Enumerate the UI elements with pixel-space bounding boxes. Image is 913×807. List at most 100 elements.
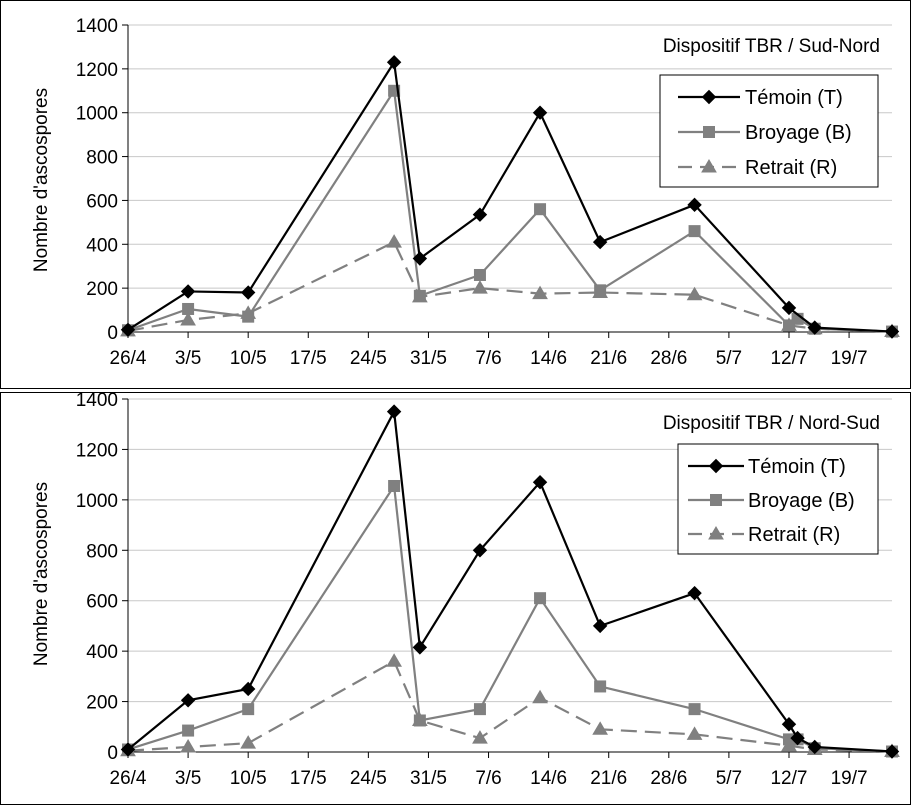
- data-point: [240, 735, 257, 749]
- series-0: [120, 404, 900, 759]
- data-point: [388, 84, 401, 97]
- y-tick-label: 1000: [76, 104, 118, 125]
- x-tick-label: 28/6: [650, 348, 687, 369]
- data-point: [388, 479, 401, 492]
- data-point: [592, 234, 608, 250]
- data-point: [782, 319, 795, 332]
- x-tick-label: 26/4: [110, 348, 147, 369]
- legend-item: Broyage (B): [688, 490, 855, 512]
- data-point: [412, 640, 428, 655]
- data-point: [182, 302, 195, 315]
- x-axis: 26/4 3/5 10/5 17/5 24/5 31/5 7/6 14/6 21/6 28/6 5/…: [110, 751, 892, 789]
- legend-item: Témoin (T): [678, 87, 843, 109]
- legend-marker: [701, 159, 717, 173]
- data-point: [884, 324, 900, 339]
- x-tick-label: 31/5: [410, 348, 447, 369]
- data-point: [688, 703, 701, 716]
- chart-frame: [0, 0, 911, 389]
- y-tick-label: 1200: [76, 60, 118, 81]
- series-line: [127, 59, 893, 333]
- data-point: [120, 742, 136, 757]
- legend-label: Broyage (B): [748, 490, 855, 512]
- y-tick-label: 1000: [76, 491, 118, 512]
- y-tick-label: 800: [86, 148, 118, 169]
- data-point: [242, 310, 255, 323]
- chart-title: Dispositif TBR / Sud-Nord: [663, 36, 880, 57]
- data-point: [473, 703, 486, 716]
- legend: Témoin (T) Broyage (B) Retrait (R): [677, 443, 879, 555]
- y-axis: 0 200 400 600 800 1000 1200 1400: [76, 392, 129, 764]
- data-point: [532, 689, 548, 704]
- data-point: [120, 322, 136, 338]
- data-point: [534, 203, 547, 216]
- legend-item: Retrait (R): [678, 157, 837, 179]
- y-tick-label: 1400: [76, 16, 118, 37]
- legend-marker: [708, 458, 724, 474]
- data-point: [534, 592, 547, 605]
- legend-marker: [710, 494, 722, 506]
- legend-label: Témoin (T): [748, 456, 846, 478]
- x-tick-label: 24/5: [350, 768, 387, 789]
- x-tick-label: 7/6: [475, 768, 501, 789]
- data-point: [473, 268, 486, 281]
- x-tick-label: 19/7: [831, 348, 868, 369]
- x-tick-label: 24/5: [350, 348, 387, 369]
- data-point: [386, 55, 402, 70]
- data-point: [242, 703, 255, 716]
- data-point: [386, 234, 402, 248]
- legend: Témoin (T) Broyage (B) Retrait (R): [659, 74, 879, 188]
- data-point: [386, 404, 402, 419]
- y-axis-label: Nombre d'ascospores: [31, 482, 52, 666]
- y-tick-label: 800: [86, 541, 118, 562]
- data-point: [687, 197, 702, 213]
- x-tick-label: 10/5: [230, 348, 267, 369]
- data-point: [472, 543, 488, 558]
- y-axis: 0 200 400 600 800 1000 1200 1400: [76, 16, 129, 344]
- x-tick-label: 26/4: [110, 768, 147, 789]
- y-tick-label: 400: [86, 235, 118, 256]
- y-axis-label: Nombre d'ascospores: [31, 88, 52, 272]
- x-tick-label: 5/7: [716, 768, 742, 789]
- data-point: [180, 738, 196, 753]
- data-point: [386, 653, 402, 667]
- data-point: [688, 225, 701, 238]
- x-tick-label: 17/5: [290, 348, 327, 369]
- data-point: [686, 726, 703, 740]
- data-point: [686, 286, 703, 301]
- data-point: [472, 280, 488, 294]
- x-tick-label: 3/5: [175, 348, 201, 369]
- data-point: [240, 681, 256, 697]
- x-tick-label: 28/6: [650, 768, 687, 789]
- chart-svg-sud-nord: 0 200 400 600 800 1000 1200 1400 26/4 3/5 10/5 17/5…: [0, 0, 911, 389]
- data-point: [413, 289, 426, 302]
- data-point: [592, 618, 608, 634]
- legend-marker: [701, 89, 717, 105]
- y-tick-label: 600: [86, 191, 118, 212]
- data-point: [472, 207, 488, 222]
- y-tick-label: 0: [107, 323, 118, 344]
- x-tick-label: 21/6: [590, 768, 627, 789]
- x-tick-label: 17/5: [290, 768, 327, 789]
- data-point: [532, 105, 548, 120]
- chart-panel-nord-sud: 0 200 400 600 800 1000 1200 1400 26/4 3/5 10/5 17/5…: [0, 392, 911, 805]
- data-point: [532, 475, 548, 490]
- x-axis: 26/4 3/5 10/5 17/5 24/5 31/5 7/6 14/6 21/6 28/6 5/…: [110, 331, 892, 369]
- x-tick-label: 31/5: [410, 768, 447, 789]
- data-point: [807, 320, 822, 335]
- y-tick-label: 600: [86, 592, 118, 613]
- data-point: [781, 717, 797, 732]
- x-tick-label: 12/7: [770, 348, 807, 369]
- series-0: [120, 55, 900, 339]
- data-point: [240, 285, 256, 300]
- data-point: [594, 284, 607, 297]
- legend-item: Broyage (B): [678, 122, 852, 144]
- chart-svg-nord-sud: 0 200 400 600 800 1000 1200 1400 26/4 3/5 10/5 17/5…: [0, 392, 911, 805]
- y-tick-label: 1400: [76, 392, 118, 411]
- y-tick-label: 1200: [76, 440, 118, 461]
- data-point: [687, 585, 702, 601]
- x-tick-label: 14/6: [530, 768, 567, 789]
- x-tick-label: 12/7: [770, 768, 807, 789]
- y-tick-label: 400: [86, 642, 118, 663]
- data-point: [781, 300, 797, 316]
- legend-marker: [708, 526, 724, 540]
